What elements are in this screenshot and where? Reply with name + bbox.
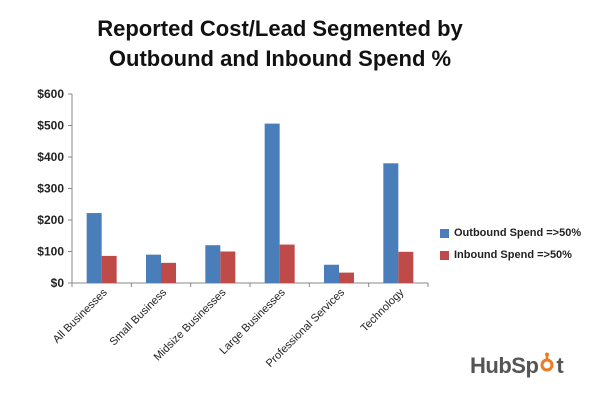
logo-text-start: HubSp: [470, 353, 539, 378]
bar-inbound: [101, 255, 117, 283]
bar-outbound: [264, 123, 280, 283]
x-tick-label: Small Business: [107, 286, 169, 348]
legend-swatch-outbound: [440, 228, 449, 238]
y-tick-label: $600: [37, 87, 64, 101]
bar-inbound: [398, 251, 414, 283]
hubspot-logo: HubSp t: [470, 352, 564, 380]
x-tick-label: All Businesses: [51, 286, 110, 345]
bar-inbound: [339, 272, 354, 283]
chart-title: Reported Cost/Lead Segmented by Outbound…: [60, 14, 500, 74]
y-tick-label: $500: [37, 119, 64, 133]
y-tick-label: $100: [37, 245, 64, 259]
sprocket-icon: [538, 352, 556, 380]
bar-outbound: [383, 163, 399, 283]
legend-label-inbound: Inbound Spend =>50%: [454, 249, 572, 261]
legend-label-outbound: Outbound Spend =>50%: [454, 227, 582, 239]
bar-inbound: [220, 251, 236, 283]
y-tick-label: $300: [37, 182, 64, 196]
y-tick-label: $200: [37, 213, 64, 227]
chart-legend: Outbound Spend =>50% Inbound Spend =>50%: [440, 222, 581, 266]
bar-outbound: [324, 264, 339, 283]
bar-inbound: [279, 244, 295, 283]
chart-title-line-2: Outbound and Inbound Spend %: [108, 46, 452, 71]
logo-text-end: t: [556, 353, 564, 378]
bar-outbound: [86, 213, 102, 283]
bar-inbound: [161, 262, 176, 283]
y-tick-label: $400: [37, 150, 64, 164]
chart-title-line-1: Reported Cost/Lead Segmented by: [97, 16, 463, 41]
legend-item-outbound: Outbound Spend =>50%: [440, 222, 581, 244]
y-tick-label: $0: [51, 276, 65, 290]
x-tick-label: Technology: [359, 286, 407, 334]
legend-item-inbound: Inbound Spend =>50%: [440, 244, 581, 266]
legend-swatch-inbound: [440, 250, 449, 260]
bar-outbound: [205, 245, 221, 283]
bar-outbound: [146, 254, 161, 283]
